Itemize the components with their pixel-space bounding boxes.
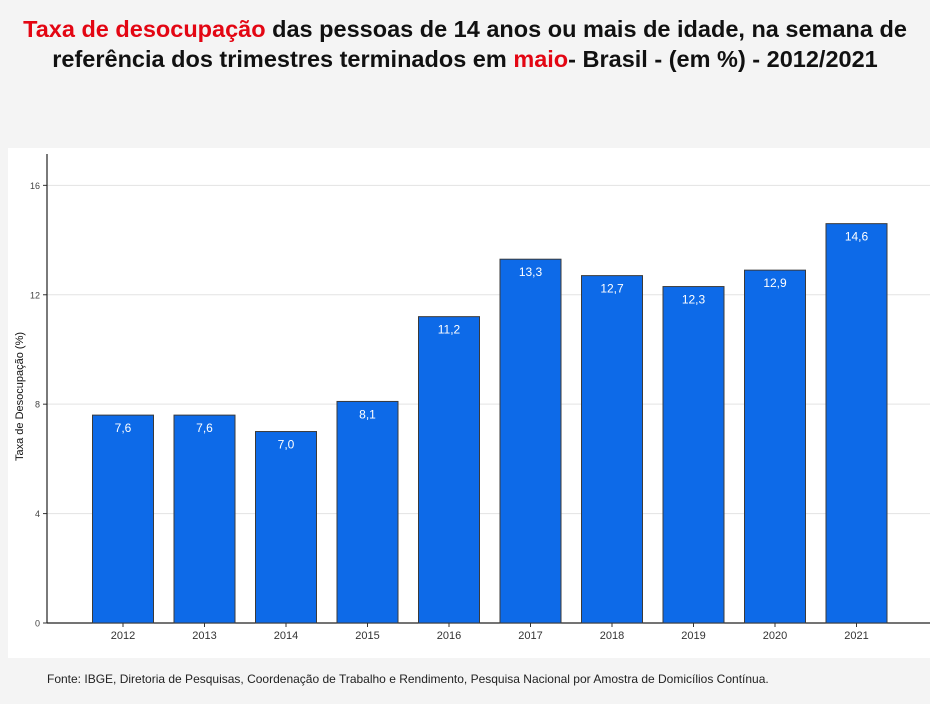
- chart-title: Taxa de desocupação das pessoas de 14 an…: [10, 14, 920, 74]
- y-axis-label: Taxa de Desocupação (%): [14, 332, 26, 461]
- bar: [581, 275, 643, 624]
- bar: [418, 316, 480, 624]
- x-tick-label: 2018: [600, 630, 624, 642]
- title-highlight-month: maio: [513, 46, 569, 72]
- bar-value-label: 14,6: [845, 230, 869, 244]
- bar: [499, 258, 562, 624]
- bar: [336, 400, 399, 624]
- bar-value-label: 7,6: [115, 421, 132, 435]
- y-tick-label: 4: [35, 509, 40, 519]
- x-tick-label: 2015: [355, 630, 379, 642]
- bar: [662, 286, 725, 624]
- y-tick-label: 16: [30, 181, 40, 191]
- bar: [255, 431, 317, 624]
- title-highlight-rate: Taxa de desocupação: [23, 16, 266, 42]
- bar-value-label: 8,1: [359, 407, 376, 421]
- x-tick-label: 2020: [763, 630, 787, 642]
- x-tick-label: 2019: [681, 630, 705, 642]
- x-tick-label: 2021: [844, 630, 868, 642]
- title-text-end: - Brasil - (em %) - 2012/2021: [568, 46, 878, 72]
- source-footnote: Fonte: IBGE, Diretoria de Pesquisas, Coo…: [47, 672, 769, 686]
- bar-chart: 0 4 8 12 16 Taxa de Desocupação (%) 7,6 2012 7,6…: [14, 154, 930, 642]
- bar: [744, 269, 806, 624]
- x-tick-label: 2014: [274, 630, 298, 642]
- bar: [92, 414, 154, 624]
- bar: [173, 414, 236, 624]
- bar-value-label: 12,9: [763, 276, 787, 290]
- x-tick-label: 2016: [437, 630, 461, 642]
- bar-value-label: 12,3: [682, 293, 706, 307]
- bar-value-label: 12,7: [600, 282, 624, 296]
- bar-value-label: 13,3: [519, 265, 543, 279]
- x-tick-label: 2012: [111, 630, 135, 642]
- x-tick-label: 2017: [518, 630, 542, 642]
- bar-value-label: 7,0: [278, 438, 295, 452]
- y-tick-label: 0: [35, 619, 40, 629]
- bar: [825, 223, 888, 624]
- y-tick-label: 8: [35, 400, 40, 410]
- x-tick-label: 2013: [192, 630, 216, 642]
- chart-panel: 0 4 8 12 16 Taxa de Desocupação (%) 7,6 2012 7,6…: [8, 148, 930, 658]
- y-tick-label: 12: [30, 290, 40, 300]
- bar-value-label: 7,6: [196, 421, 213, 435]
- bar-value-label: 11,2: [438, 323, 461, 337]
- title-text: das pessoas de 14 anos ou mais de idade,…: [52, 16, 907, 72]
